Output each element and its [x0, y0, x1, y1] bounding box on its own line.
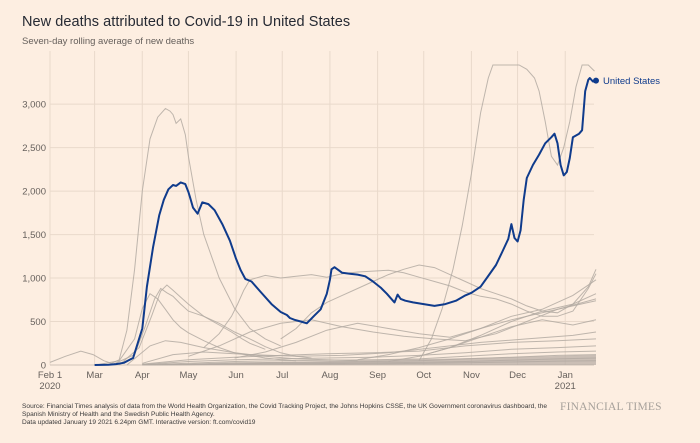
x-tick-label: Jan [558, 370, 573, 381]
y-tick-label: 3,000 [22, 100, 46, 111]
context-series-line [203, 269, 597, 348]
chart-title: New deaths attributed to Covid-19 in Uni… [22, 14, 351, 30]
source-note: Source: Financial Times analysis of data… [22, 403, 552, 427]
context-series-line [142, 331, 597, 364]
gridlines [49, 51, 594, 366]
context-series-line [49, 107, 281, 364]
x-tick-label: Sep [369, 370, 386, 381]
x-tick-label: Jul [276, 370, 288, 381]
us-series-line [94, 77, 597, 366]
x-tick-label: Mar [86, 370, 102, 381]
context-series-line [142, 338, 597, 365]
y-tick-label: 2,500 [22, 143, 46, 154]
chart-subtitle: Seven-day rolling average of new deaths [22, 36, 195, 47]
x-tick-label: Aug [321, 370, 338, 381]
context-series-line [234, 279, 597, 359]
x-tick-label: May [179, 370, 197, 381]
context-series-line [111, 287, 312, 366]
context-series-line [142, 345, 597, 366]
context-series-line [280, 264, 597, 340]
context-series-line [418, 293, 597, 357]
us-series-label: United States [603, 76, 660, 87]
context-series-group [49, 64, 597, 366]
x-tick-sublabel: 2020 [39, 381, 60, 392]
y-tick-label: 2,000 [22, 187, 46, 198]
x-tick-sublabel: 2021 [555, 381, 576, 392]
ft-logo: FINANCIAL TIMES [560, 401, 662, 413]
source-text: Source: Financial Times analysis of data… [22, 403, 548, 418]
context-series-line [118, 284, 266, 366]
x-tick-label: Jun [228, 370, 243, 381]
context-series-line [126, 340, 358, 366]
x-tick-label: Oct [416, 370, 431, 381]
context-series-line [418, 64, 595, 361]
y-tick-label: 1,000 [22, 274, 46, 285]
context-series-line [96, 292, 297, 366]
y-axis-ticks: 0 500 1,000 1,500 2,000 2,500 3,000 [22, 100, 46, 372]
y-tick-label: 1,500 [22, 230, 46, 241]
highlight-series-group: United States [94, 76, 660, 366]
x-tick-label: Dec [509, 370, 526, 381]
y-tick-label: 500 [30, 317, 46, 328]
context-series-line [142, 350, 597, 366]
context-baseline-band [142, 355, 596, 365]
context-series-line [188, 298, 597, 357]
x-tick-label: Apr [135, 370, 150, 381]
x-tick-label: Feb 1 [38, 370, 62, 381]
x-tick-label: Nov [463, 370, 480, 381]
us-series-endpoint [592, 77, 599, 84]
updated-text: Data updated January 19 2021 6.24pm GMT.… [22, 419, 256, 426]
context-series-line [357, 300, 597, 361]
y-tick-label: 0 [41, 361, 46, 372]
